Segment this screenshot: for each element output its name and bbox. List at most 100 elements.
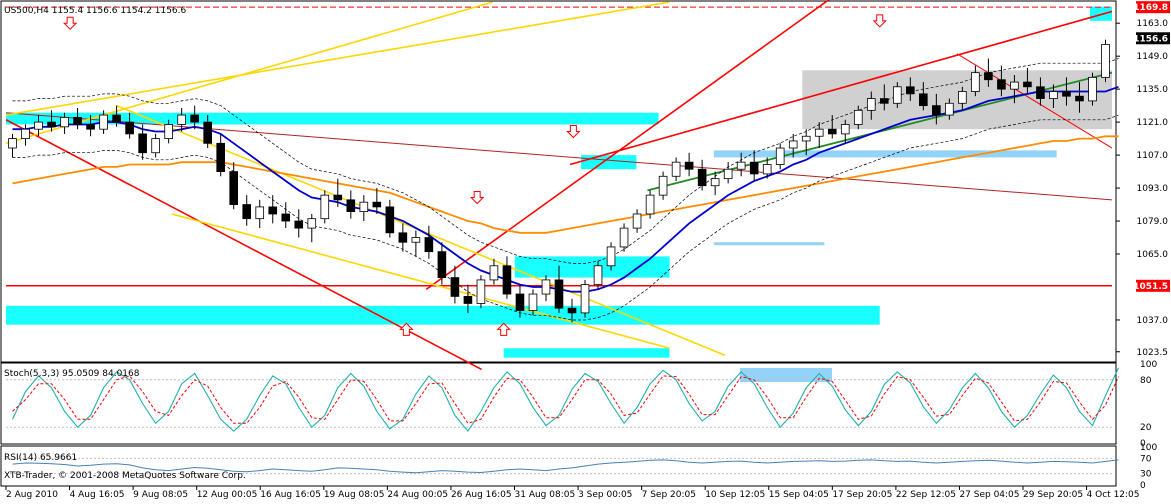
candle-body xyxy=(1075,95,1084,102)
candle-body xyxy=(906,86,915,95)
gray-consolidation-zone xyxy=(802,70,1112,130)
candle-body xyxy=(21,128,30,140)
time-axis: 2 Aug 2010 4 Aug 16:05 9 Aug 08:05 12 Aug 0… xyxy=(5,486,1140,500)
candle-body xyxy=(125,121,134,135)
candle-body xyxy=(47,121,56,128)
stoch-main-line xyxy=(12,367,1119,433)
ma-fast-line xyxy=(12,85,1119,293)
y-tick-label: 1093.0 xyxy=(1137,184,1169,194)
candle-body xyxy=(619,227,629,248)
stochastic-lines xyxy=(6,367,1119,433)
candle-body xyxy=(723,168,733,180)
rsi-tick-label: 100 xyxy=(1140,443,1157,453)
cyan-zone-bottom xyxy=(503,348,670,358)
candle-body xyxy=(229,171,239,205)
candle-body xyxy=(112,114,121,123)
candle-body xyxy=(73,117,82,125)
candle-body xyxy=(1101,43,1110,78)
band-lower-line xyxy=(12,114,1119,321)
symbol-header: US500,H4 1155.4 1156.6 1154.2 1156.6 xyxy=(4,6,187,16)
candle-body xyxy=(411,237,421,243)
candle-body xyxy=(567,307,577,314)
candle-body xyxy=(554,279,564,309)
rsi-panel-frame xyxy=(0,445,1117,487)
x-tick-label: 2 Aug 2010 xyxy=(6,490,58,500)
candle-body xyxy=(398,232,408,243)
candle-body xyxy=(879,98,889,104)
candle-body xyxy=(606,246,616,267)
yellow-line-a xyxy=(5,1,493,145)
candle-body xyxy=(489,265,499,281)
x-tick-label: 7 Sep 20:05 xyxy=(642,490,696,500)
candle-body xyxy=(658,175,668,196)
x-tick-label: 12 Aug 00:05 xyxy=(197,490,258,500)
candle-body xyxy=(333,194,343,201)
stoch-signal-line xyxy=(12,375,1119,424)
candle-body xyxy=(372,201,382,208)
signal-arrows xyxy=(62,14,887,336)
candle-body xyxy=(762,164,772,175)
cyan-zone-top xyxy=(6,112,659,125)
arrow-down-icon xyxy=(469,190,485,205)
x-tick-label: 16 Aug 16:05 xyxy=(260,490,321,500)
candle-body xyxy=(749,161,759,175)
candle-body xyxy=(190,114,199,123)
x-tick-label: 22 Sep 12:05 xyxy=(896,490,956,500)
arrow-down-icon xyxy=(872,14,887,28)
candle-body xyxy=(424,237,434,253)
price-panel-frame xyxy=(0,0,1117,363)
candle-body xyxy=(997,79,1006,90)
band-upper-line xyxy=(12,58,1119,264)
stoch-axis: 100 80 20 0 xyxy=(1140,360,1157,449)
x-tick-label: 29 Sep 20:05 xyxy=(1023,490,1083,500)
candle-body xyxy=(919,93,928,107)
candle-body xyxy=(1036,86,1045,99)
candle-body xyxy=(502,265,512,295)
arrow-up-icon xyxy=(399,322,414,336)
candle-body xyxy=(801,135,811,142)
candle-body xyxy=(788,140,798,149)
stoch-panel-frame xyxy=(0,362,1117,445)
candle-body xyxy=(515,293,525,311)
blue-zone-sept xyxy=(713,150,1057,158)
arrow-down-icon xyxy=(62,16,78,30)
rsi-tick-label: 30 xyxy=(1140,470,1152,480)
x-tick-label: 31 Aug 08:05 xyxy=(515,490,576,500)
x-tick-label: 4 Oct 12:05 xyxy=(1087,490,1140,500)
y-tick-label: 1065.0 xyxy=(1137,250,1169,260)
candle-body xyxy=(893,86,902,104)
yellow-line-b xyxy=(5,1,670,116)
arrow-up-icon xyxy=(496,322,511,336)
candle-body xyxy=(632,213,642,229)
moving-averages xyxy=(12,58,1119,321)
red-short-line xyxy=(956,53,1113,149)
x-tick-label: 26 Aug 16:05 xyxy=(451,490,512,500)
candle-body xyxy=(541,279,551,295)
y-tick-label: 1121.0 xyxy=(1137,118,1169,128)
x-tick-label: 27 Sep 04:05 xyxy=(959,490,1019,500)
candle-body xyxy=(177,114,186,125)
price-marker-icon xyxy=(1136,1,1170,14)
rsi-line xyxy=(6,457,1119,475)
candle-body xyxy=(8,138,17,149)
highlight-zones xyxy=(6,6,1112,382)
rsi-tick-label: 0 xyxy=(1140,481,1146,491)
rsi-value-line xyxy=(12,459,1119,474)
candle-body xyxy=(320,194,330,220)
stoch-blue-zone xyxy=(740,368,832,382)
candle-body xyxy=(971,72,980,92)
x-tick-label: 9 Aug 08:05 xyxy=(133,490,188,500)
stoch-title: Stoch(5,3,3) 95.0509 84.0168 xyxy=(4,369,140,379)
stoch-tick-label: 80 xyxy=(1140,376,1152,386)
candle-body xyxy=(203,121,212,144)
candle-body xyxy=(984,72,993,81)
y-tick-label: 1037.0 xyxy=(1137,316,1169,326)
stoch-tick-label: 20 xyxy=(1140,423,1152,433)
candle-body xyxy=(528,293,538,311)
candle-body xyxy=(437,251,447,278)
candle-body xyxy=(1023,81,1032,88)
candle-body xyxy=(463,296,473,304)
